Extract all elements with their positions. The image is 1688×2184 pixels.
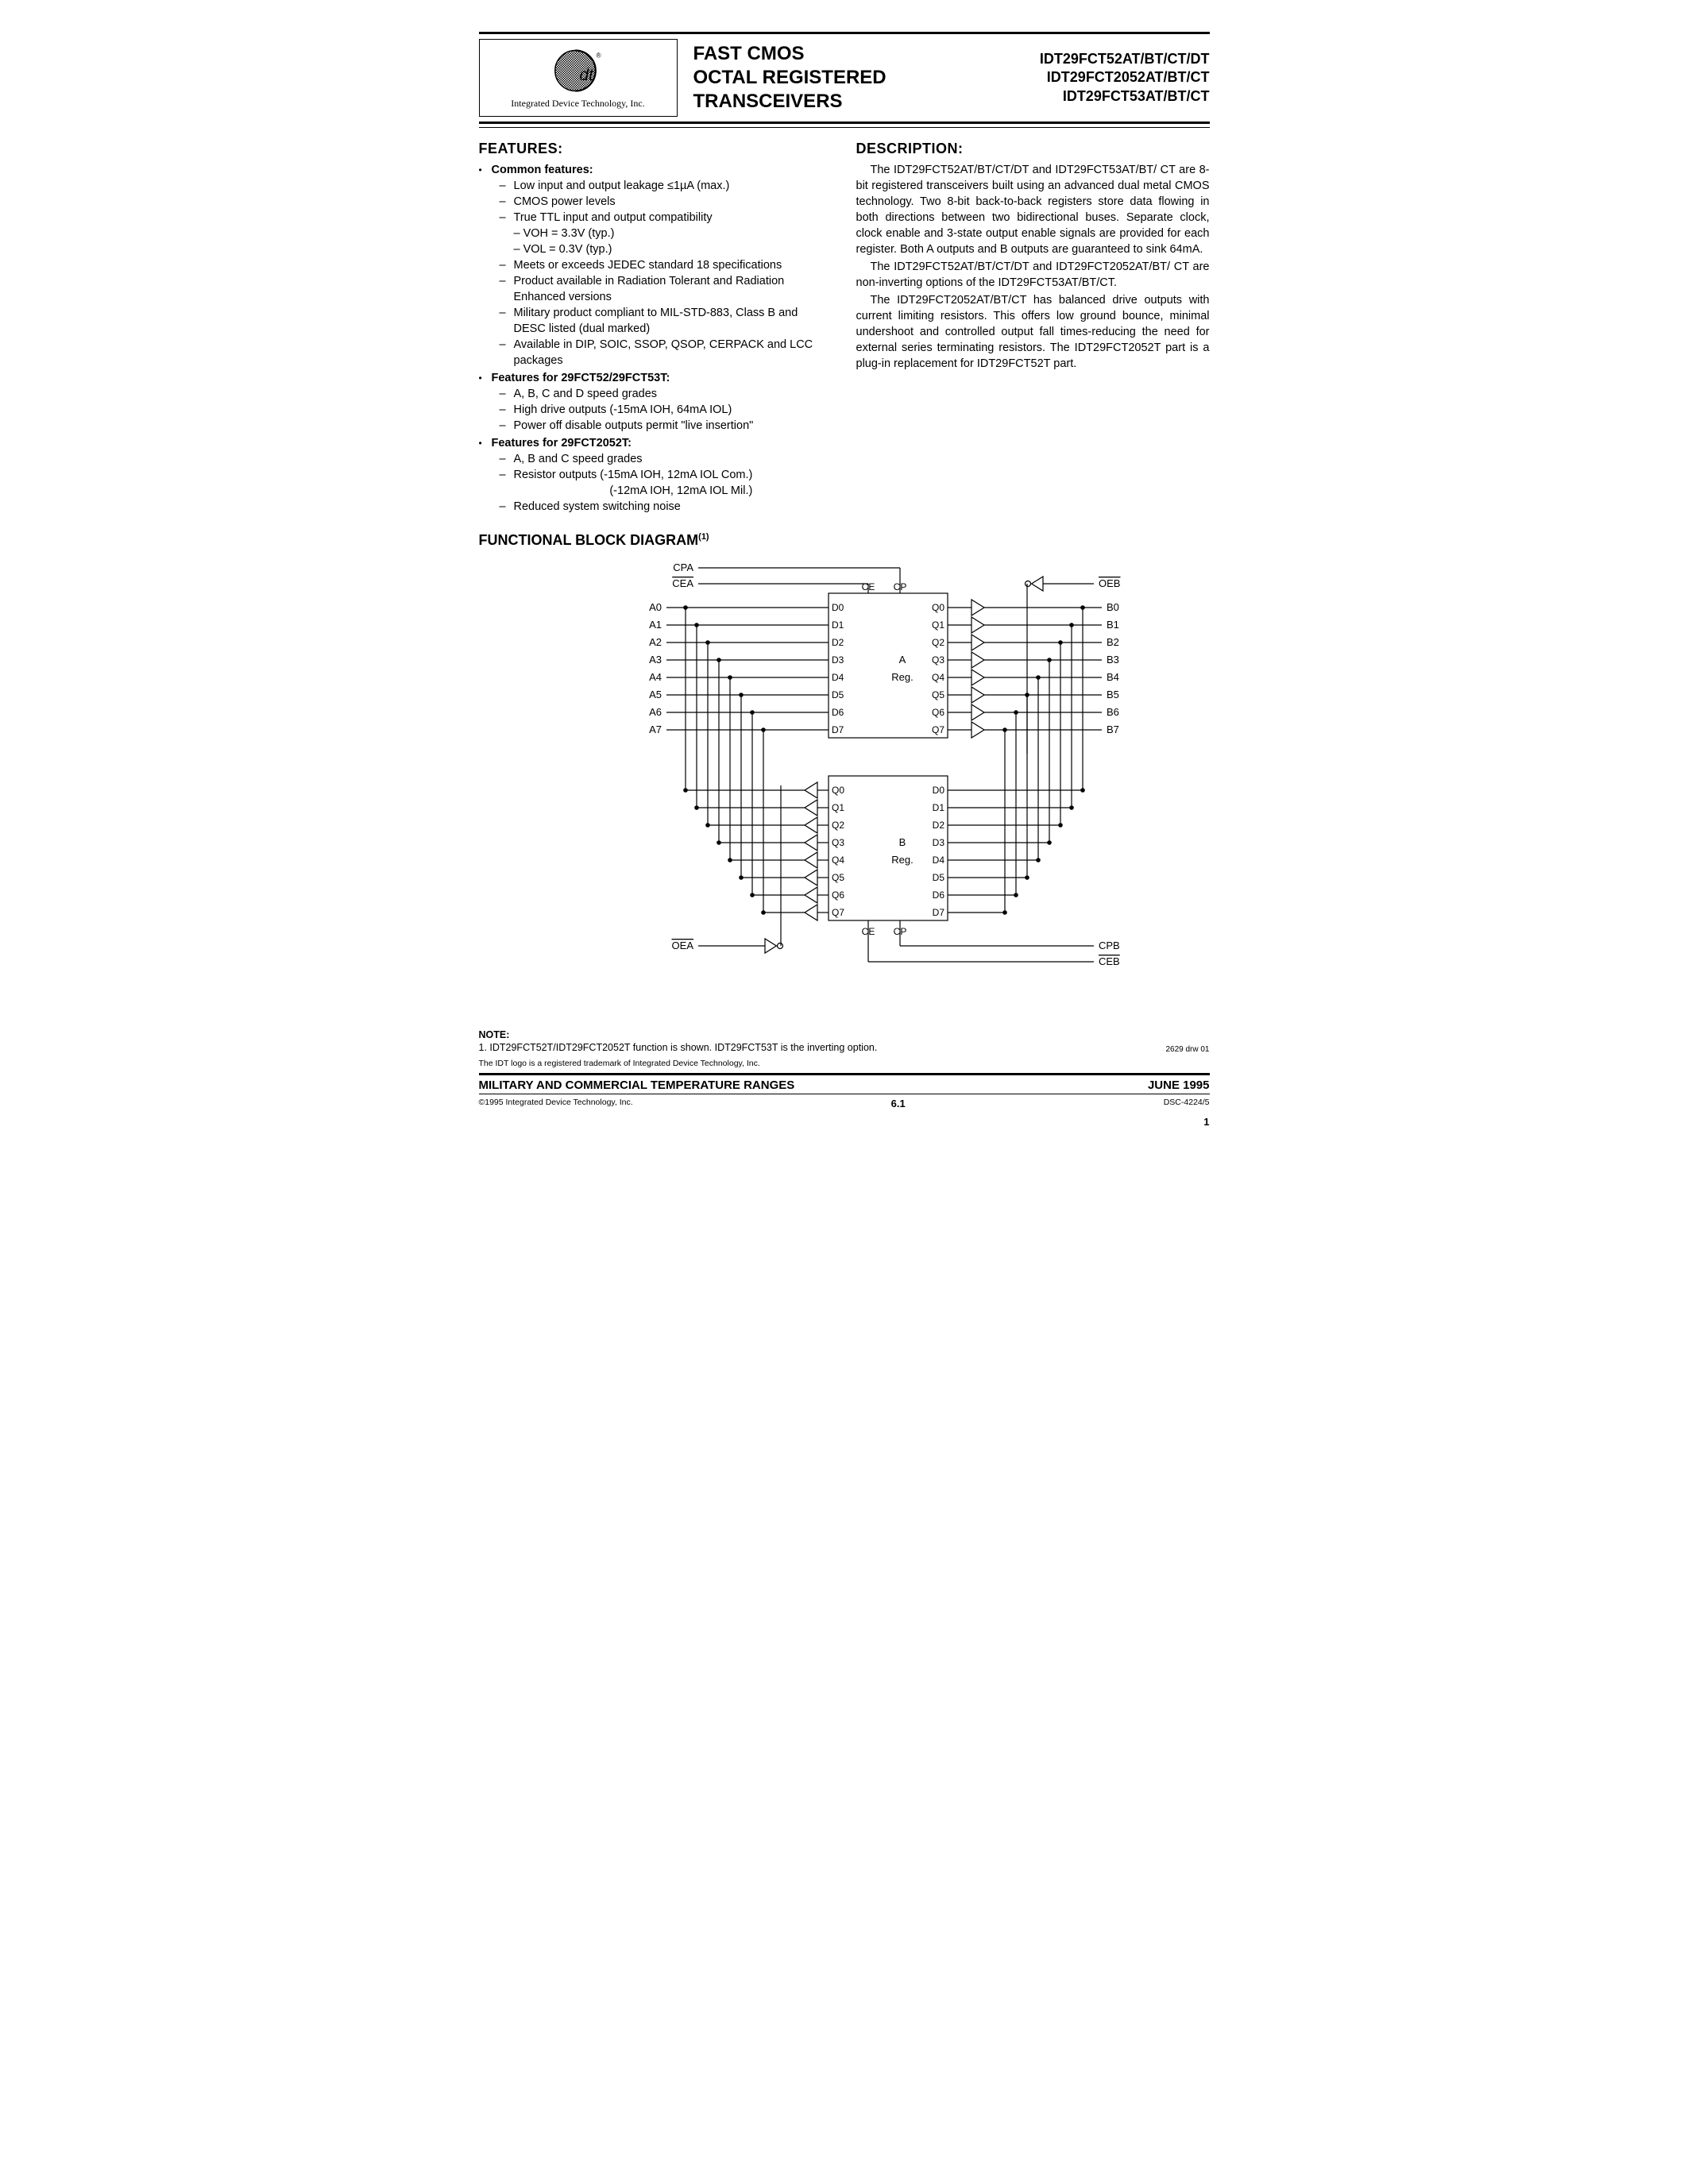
svg-text:A3: A3 [649, 654, 662, 666]
description-para: The IDT29FCT52AT/BT/CT/DT and IDT29FCT53… [856, 162, 1210, 257]
svg-text:D5: D5 [932, 872, 944, 883]
description-column: DESCRIPTION: The IDT29FCT52AT/BT/CT/DT a… [856, 141, 1210, 516]
svg-text:Q5: Q5 [931, 689, 944, 700]
svg-text:OEB: OEB [1099, 577, 1120, 589]
svg-text:B: B [898, 836, 906, 848]
svg-text:B7: B7 [1107, 723, 1119, 735]
svg-text:CEA: CEA [672, 577, 693, 589]
part-number: IDT29FCT53AT/BT/CT [1063, 87, 1210, 106]
svg-text:Q4: Q4 [832, 855, 844, 866]
drawing-number: 2629 drw 01 [1165, 1045, 1209, 1054]
svg-text:D0: D0 [932, 785, 944, 796]
svg-text:A0: A0 [649, 601, 662, 613]
title-cell: FAST CMOS OCTAL REGISTERED TRANSCEIVERS [678, 34, 1003, 122]
svg-text:B5: B5 [1107, 689, 1119, 700]
svg-text:Q3: Q3 [832, 837, 844, 848]
svg-text:Reg.: Reg. [891, 671, 913, 683]
svg-text:D7: D7 [932, 907, 944, 918]
svg-text:D6: D6 [932, 889, 944, 901]
part-number: IDT29FCT52AT/BT/CT/DT [1040, 50, 1210, 68]
diagram-heading: FUNCTIONAL BLOCK DIAGRAM(1) [479, 532, 1210, 549]
svg-text:B4: B4 [1107, 671, 1119, 683]
svg-text:D1: D1 [932, 802, 944, 813]
footer-bar: MILITARY AND COMMERCIAL TEMPERATURE RANG… [479, 1075, 1210, 1094]
svg-text:CPB: CPB [1099, 940, 1120, 951]
footer-left: MILITARY AND COMMERCIAL TEMPERATURE RANG… [479, 1078, 795, 1092]
svg-text:B0: B0 [1107, 601, 1119, 613]
svg-text:Q1: Q1 [931, 619, 944, 631]
svg-text:B3: B3 [1107, 654, 1119, 666]
svg-text:A1: A1 [649, 619, 662, 631]
description-heading: DESCRIPTION: [856, 141, 1210, 157]
svg-text:D6: D6 [832, 707, 844, 718]
svg-text:A2: A2 [649, 636, 662, 648]
svg-text:D2: D2 [932, 820, 944, 831]
trademark-text: The IDT logo is a registered trademark o… [479, 1059, 1210, 1068]
svg-text:A: A [898, 654, 906, 666]
svg-text:D2: D2 [832, 637, 844, 648]
svg-text:A6: A6 [649, 706, 662, 718]
svg-text:Q6: Q6 [931, 707, 944, 718]
svg-text:dt: dt [579, 66, 594, 84]
note-heading: NOTE: [479, 1029, 510, 1040]
svg-text:CEB: CEB [1099, 955, 1120, 967]
svg-text:B1: B1 [1107, 619, 1119, 631]
footer-right: JUNE 1995 [1148, 1078, 1210, 1092]
svg-text:D0: D0 [832, 602, 844, 613]
svg-text:B6: B6 [1107, 706, 1119, 718]
svg-text:Q5: Q5 [832, 872, 844, 883]
company-name: Integrated Device Technology, Inc. [511, 98, 644, 110]
svg-text:OEA: OEA [671, 940, 693, 951]
block-diagram: AReg.CECPBReg.CECPCPACEAOEBA0D0Q0B0Q0D0A… [479, 552, 1210, 1028]
features-heading: FEATURES: [479, 141, 832, 157]
svg-text:A7: A7 [649, 723, 662, 735]
description-para: The IDT29FCT52AT/BT/CT/DT and IDT29FCT20… [856, 259, 1210, 291]
svg-text:Q2: Q2 [832, 820, 844, 831]
svg-text:Q2: Q2 [931, 637, 944, 648]
features-column: FEATURES: •Common features:–Low input an… [479, 141, 832, 516]
svg-text:A4: A4 [649, 671, 662, 683]
logo-cell: dt ® Integrated Device Technology, Inc. [479, 39, 678, 117]
content-columns: FEATURES: •Common features:–Low input an… [479, 141, 1210, 516]
svg-text:Q7: Q7 [832, 907, 844, 918]
copyright-row: ©1995 Integrated Device Technology, Inc.… [479, 1094, 1210, 1109]
svg-text:CPA: CPA [673, 561, 693, 573]
idt-logo-icon: dt ® [547, 47, 610, 95]
svg-text:Q6: Q6 [832, 889, 844, 901]
features-list: •Common features:–Low input and output l… [479, 162, 832, 515]
product-title: FAST CMOS OCTAL REGISTERED TRANSCEIVERS [693, 42, 886, 114]
svg-text:D3: D3 [932, 837, 944, 848]
svg-text:Q7: Q7 [931, 724, 944, 735]
svg-text:Q1: Q1 [832, 802, 844, 813]
svg-text:D1: D1 [832, 619, 844, 631]
svg-text:®: ® [596, 52, 601, 59]
header: dt ® Integrated Device Technology, Inc. … [479, 32, 1210, 124]
svg-text:D5: D5 [832, 689, 844, 700]
svg-text:A5: A5 [649, 689, 662, 700]
section-number: 6.1 [891, 1098, 906, 1109]
block-diagram-svg: AReg.CECPBReg.CECPCPACEAOEBA0D0Q0B0Q0D0A… [479, 552, 1289, 1028]
svg-text:Q0: Q0 [931, 602, 944, 613]
description-para: The IDT29FCT2052AT/BT/CT has balanced dr… [856, 292, 1210, 372]
svg-text:D4: D4 [832, 672, 844, 683]
svg-text:Q4: Q4 [931, 672, 944, 683]
part-number: IDT29FCT2052AT/BT/CT [1047, 68, 1210, 87]
doc-number: DSC-4224/5 [1164, 1098, 1210, 1109]
svg-text:B2: B2 [1107, 636, 1119, 648]
datasheet-page: dt ® Integrated Device Technology, Inc. … [439, 0, 1250, 1160]
note-text: 1. IDT29FCT52T/IDT29FCT2052T function is… [479, 1042, 878, 1053]
svg-text:D4: D4 [932, 855, 944, 866]
svg-text:Q0: Q0 [832, 785, 844, 796]
svg-text:Reg.: Reg. [891, 854, 913, 866]
svg-text:D7: D7 [832, 724, 844, 735]
page-number: 1 [479, 1116, 1210, 1128]
note-block: NOTE: 1. IDT29FCT52T/IDT29FCT2052T funct… [479, 1028, 878, 1054]
copyright: ©1995 Integrated Device Technology, Inc. [479, 1098, 633, 1109]
svg-text:Q3: Q3 [931, 654, 944, 666]
part-numbers: IDT29FCT52AT/BT/CT/DT IDT29FCT2052AT/BT/… [1003, 34, 1210, 122]
svg-text:D3: D3 [832, 654, 844, 666]
